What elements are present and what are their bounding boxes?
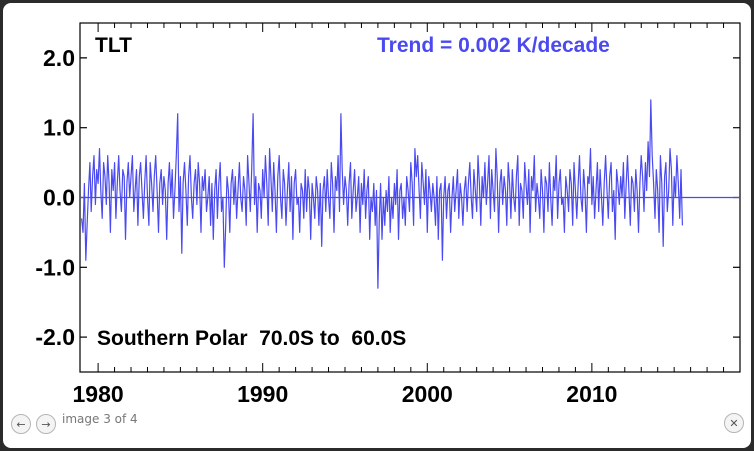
temperature-chart: 2.0 1.0 0.0 -1.0 -2.0 1980 1990 2000 2010 TLT T…: [35, 22, 741, 407]
image-frame: 2.0 1.0 0.0 -1.0 -2.0 1980 1990 2000 2010 TLT T…: [3, 3, 751, 448]
y-tick-label: 0.0: [43, 185, 75, 211]
trend-label: Trend = 0.002 K/decade: [377, 34, 610, 57]
y-tick-label: 2.0: [43, 45, 75, 71]
arrow-left-icon: ←: [16, 417, 26, 431]
image-counter: image 3 of 4: [62, 412, 138, 426]
arrow-right-icon: →: [41, 417, 51, 431]
y-tick-label: 1.0: [43, 115, 75, 141]
close-icon: ✕: [729, 416, 739, 430]
x-tick-label: 2000: [402, 381, 453, 407]
chart-title: Southern Polar 70.0S to 60.0S: [97, 327, 406, 350]
close-button[interactable]: ✕: [724, 413, 744, 433]
prev-image-button[interactable]: ←: [11, 414, 31, 434]
y-tick-label: -2.0: [35, 324, 75, 350]
x-tick-label: 1980: [73, 381, 124, 407]
anomaly-series-line: [81, 99, 683, 289]
x-tick-label: 2010: [566, 381, 617, 407]
next-image-button[interactable]: →: [36, 414, 56, 434]
y-tick-label: -1.0: [35, 254, 75, 280]
x-tick-label: 1990: [237, 381, 288, 407]
dataset-label: TLT: [95, 34, 132, 57]
